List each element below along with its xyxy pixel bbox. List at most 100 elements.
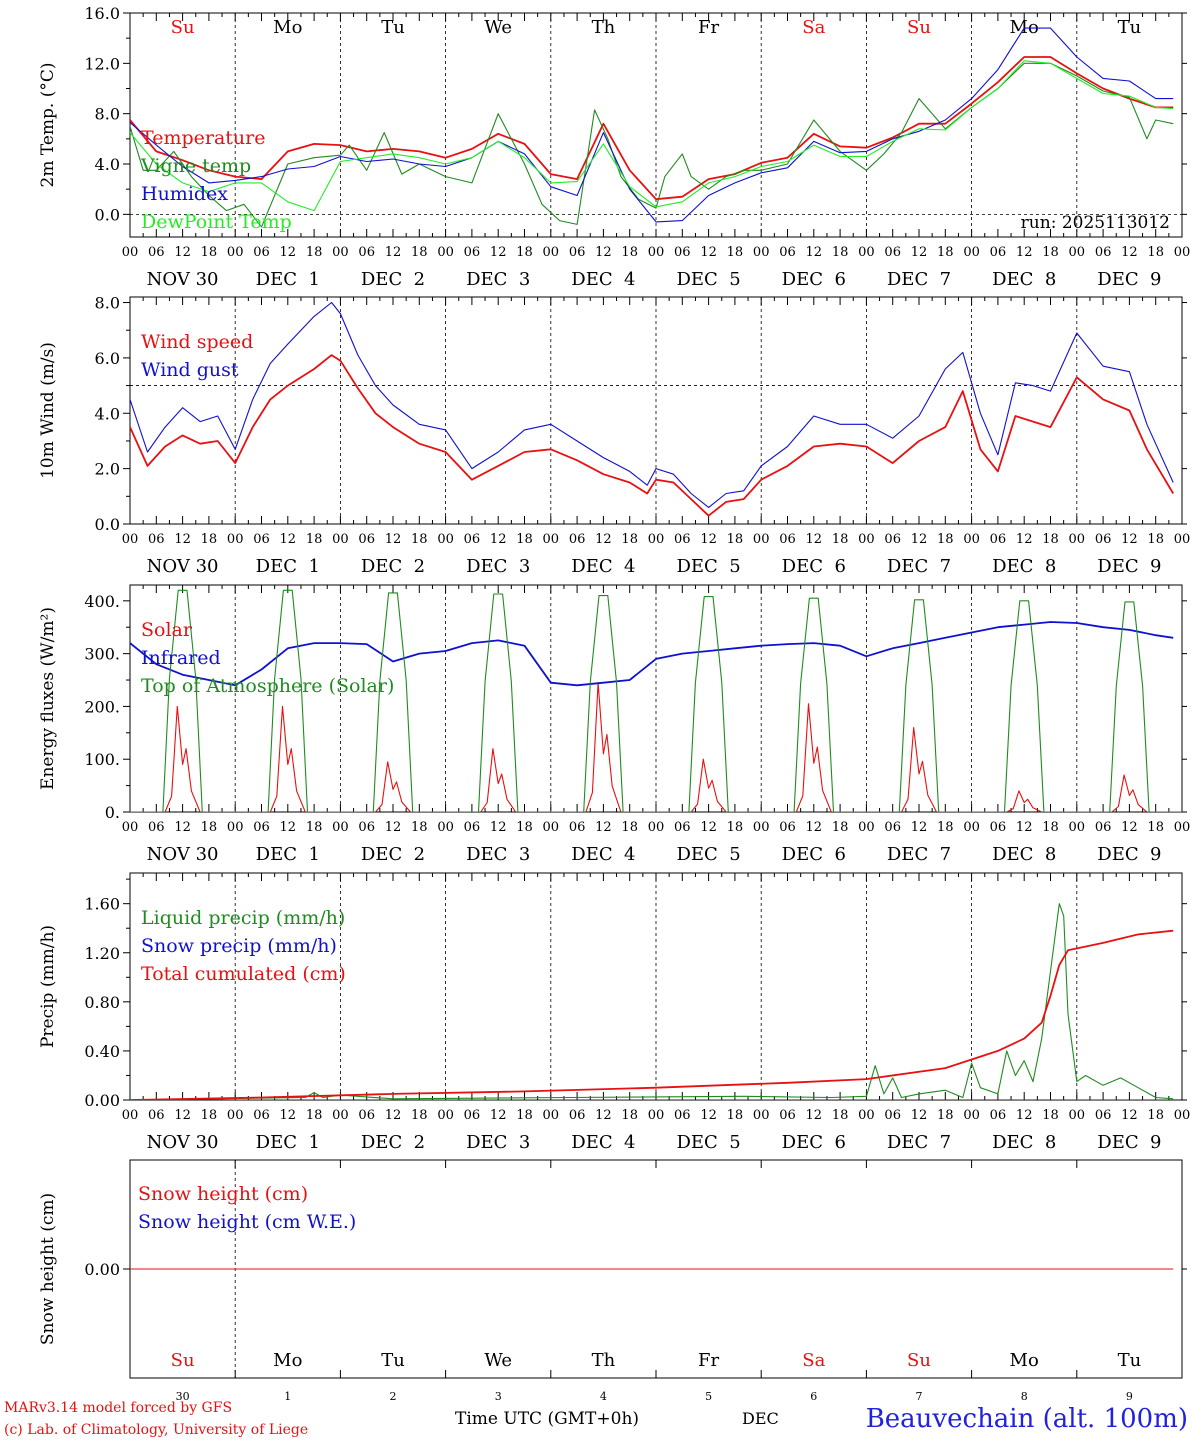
legend-entry: Top of Atmosphere (Solar) (141, 675, 394, 697)
date-label: DEC 8 (992, 1132, 1056, 1153)
hour-tick-label: 06 (884, 532, 901, 547)
hour-tick-label: 06 (990, 245, 1007, 260)
hour-tick-label: 00 (437, 245, 454, 260)
hour-tick-label: 12 (806, 1108, 823, 1123)
hour-tick-label: 06 (464, 820, 481, 835)
hour-tick-label: 06 (253, 245, 270, 260)
hour-tick-label: 12 (490, 245, 507, 260)
hour-tick-label: 18 (1147, 1108, 1164, 1123)
hour-tick-label: 12 (1121, 532, 1138, 547)
hour-tick-label: 18 (1042, 532, 1059, 547)
hour-tick-label: 18 (937, 245, 954, 260)
series-line-wind-speed (130, 354, 1174, 517)
hour-tick-label: 12 (806, 245, 823, 260)
hour-tick-label: 12 (174, 1108, 191, 1123)
hour-tick-label: 18 (306, 532, 323, 547)
hour-tick-label: 00 (332, 532, 349, 547)
hour-tick-label: 06 (674, 245, 691, 260)
day-number-label: 30 (176, 1390, 190, 1403)
weekday-label: We (484, 17, 512, 38)
hour-tick-label: 00 (963, 245, 980, 260)
hour-tick-label: 06 (884, 1108, 901, 1123)
panels: 0.04.08.012.016.02m Temp. (°C)00 06 12 18 00… (38, 4, 1190, 1403)
hour-tick-label: 06 (569, 245, 586, 260)
hour-tick-label: 12 (385, 532, 402, 547)
y-tick-label: 0.0 (95, 515, 120, 534)
date-label: DEC 8 (992, 269, 1056, 290)
hour-tick-label: 06 (148, 820, 165, 835)
hour-tick-label: 06 (1095, 820, 1112, 835)
hour-tick-label: 00 (858, 532, 875, 547)
hour-tick-label: 18 (1147, 245, 1164, 260)
day-number-label: 3 (495, 1390, 502, 1403)
y-tick-label: 1.60 (84, 895, 120, 914)
hour-tick-label: 12 (595, 532, 612, 547)
hour-tick-label: 00 (122, 245, 139, 260)
date-label: NOV 30 (147, 269, 219, 290)
hour-tick-label: 00 (858, 1108, 875, 1123)
hour-tick-label: 18 (201, 1108, 218, 1123)
hour-tick-label: 06 (1095, 1108, 1112, 1123)
hour-tick-label: 00 (1174, 1108, 1191, 1123)
hour-tick-label: 18 (306, 820, 323, 835)
hour-tick-label: 00 (648, 532, 665, 547)
hour-tick-label: 18 (727, 532, 744, 547)
hour-tick-label: 00 (227, 820, 244, 835)
hour-tick-label: 18 (621, 532, 638, 547)
series-group (130, 27, 1174, 228)
weekday-label: Sa (802, 17, 825, 38)
hour-tick-label: 06 (674, 1108, 691, 1123)
hour-tick-label: 18 (832, 532, 849, 547)
hour-tick-label: 06 (253, 820, 270, 835)
hour-tick-label: 18 (832, 820, 849, 835)
hour-tick-label: 18 (516, 820, 533, 835)
hour-tick-label: 00 (543, 820, 560, 835)
hour-tick-label: 12 (385, 245, 402, 260)
hour-tick-label: 06 (990, 1108, 1007, 1123)
hour-tick-label: 00 (437, 532, 454, 547)
hour-tick-label: 12 (385, 820, 402, 835)
legend-entry: DewPoint Temp (141, 211, 292, 233)
hour-tick-label: 00 (963, 532, 980, 547)
hour-tick-label: 18 (1042, 245, 1059, 260)
date-label: NOV 30 (147, 1132, 219, 1153)
hour-tick-label: 00 (648, 820, 665, 835)
footer-station: Beauvechain (alt. 100m) (866, 1404, 1188, 1434)
panel-temperature: 0.0 4.0 8.0 12.0 16.0 2m Temp. (°C) 00 06 12 18 00… (38, 4, 1190, 290)
hour-tick-label: 00 (227, 245, 244, 260)
y-tick-label: 6.0 (95, 349, 120, 368)
weekday-label: Mo (1010, 17, 1039, 38)
hour-tick-label: 12 (700, 245, 717, 260)
series-line-solar (130, 682, 1182, 812)
legend-entry: Temperature (141, 127, 265, 149)
hour-tick-label: 12 (174, 532, 191, 547)
hour-tick-label: 12 (806, 820, 823, 835)
y-tick-label: 0. (105, 803, 120, 822)
y-tick-label: 8.0 (95, 105, 120, 124)
hour-tick-label: 18 (937, 1108, 954, 1123)
hour-tick-label: 06 (148, 532, 165, 547)
weekday-label: Su (171, 1350, 195, 1371)
footer-xlabel: Time UTC (GMT+0h) (455, 1409, 639, 1429)
hour-tick-label: 00 (437, 820, 454, 835)
hour-tick-label: 00 (1069, 532, 1086, 547)
date-label: DEC 2 (361, 269, 425, 290)
date-label: DEC 5 (676, 844, 740, 865)
hour-tick-label: 12 (1016, 245, 1033, 260)
date-label: DEC 7 (887, 844, 951, 865)
y-tick-label: 0.00 (84, 1260, 120, 1279)
hour-tick-label: 18 (516, 245, 533, 260)
hour-tick-label: 12 (700, 532, 717, 547)
hour-tick-label: 00 (227, 1108, 244, 1123)
hour-tick-label: 00 (753, 820, 770, 835)
hour-tick-label: 00 (648, 245, 665, 260)
date-label: DEC 4 (571, 556, 635, 577)
hour-tick-label: 00 (648, 1108, 665, 1123)
series-group (130, 903, 1174, 1100)
hour-tick-label: 12 (911, 820, 928, 835)
hour-tick-label: 06 (779, 245, 796, 260)
series-line-dewpoint-temp (130, 60, 1174, 212)
hour-tick-label: 06 (990, 532, 1007, 547)
hour-tick-label: 00 (1069, 820, 1086, 835)
